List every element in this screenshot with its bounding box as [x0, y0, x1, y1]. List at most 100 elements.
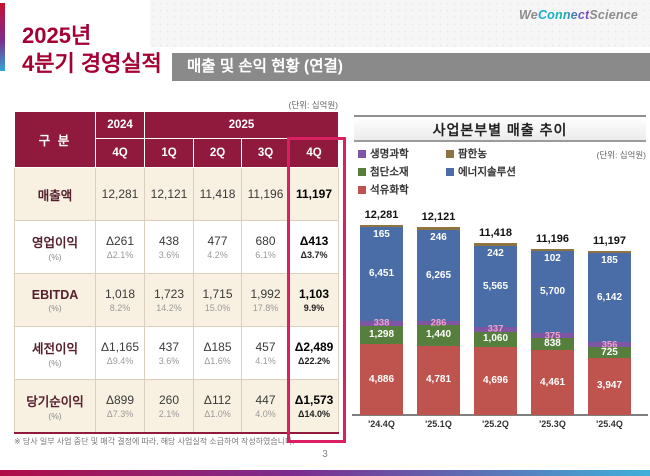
chart-unit-label: (단위: 십억원) — [596, 150, 647, 160]
bar-segment-에너지솔루션: 6,451 — [360, 227, 403, 321]
year-2025-header: 2025 — [143, 111, 340, 139]
segment-value-label: 185 — [601, 255, 618, 267]
segment-value-label: 375 — [544, 330, 561, 342]
bar-segment-석유화학: 4,886 — [360, 344, 403, 415]
x-axis-label: '25.3Q — [539, 419, 566, 429]
bar-segment-석유화학: 4,696 — [474, 347, 517, 415]
value-cell: 1,103 9.9% — [288, 273, 340, 327]
stacked-bar-253Q: 11,196 102 5,700 375 838 4,461 — [531, 233, 574, 415]
segment-value-label: 338 — [373, 317, 390, 329]
table-row: 영업이익 (%) Δ261 Δ2.1% 438 3.6% 477 4.2% 680 6.1% Δ41… — [14, 220, 340, 274]
table-unit-label: (단위: 십억원) — [288, 100, 339, 110]
bar-segment-에너지솔루션: 5,565 — [474, 246, 517, 327]
title-accent-bar — [0, 3, 5, 71]
segment-value-label: 1,440 — [425, 329, 452, 341]
x-axis-label: '25.2Q — [482, 419, 509, 429]
value-cell: 1,018 8.2% — [95, 273, 145, 327]
segment-value-label: 5,565 — [482, 280, 509, 292]
bar-segment-생명과학: 375 — [531, 330, 574, 342]
bar-segment-에너지솔루션: 6,142 — [588, 253, 631, 343]
segment-value-label: 3,947 — [596, 380, 623, 392]
value-cell: 438 3.6% — [144, 220, 194, 274]
row-label: 당기순이익 (%) — [14, 379, 96, 433]
value-cell: 260 2.1% — [144, 379, 194, 433]
row-label: 영업이익 (%) — [14, 220, 96, 274]
bar-segment-팜한농: 165 — [360, 225, 403, 240]
bar-segment-첨단소재: 1,060 — [474, 331, 517, 348]
legend-label: 첨단소재 — [370, 166, 409, 178]
bar-segment-첨단소재: 1,440 — [417, 325, 460, 346]
table-row: 세전이익 (%) Δ1,165 Δ9.4% 437 3.6% Δ185 Δ1.6% 457 4.1… — [14, 326, 340, 380]
x-axis-label: '25.4Q — [596, 419, 623, 429]
segment-value-label: 6,451 — [368, 268, 395, 280]
results-table: 구 분 2024 2025 4Q 1Q 2Q 3Q 4Q 매출액 12,281 12… — [14, 111, 340, 434]
year-2024-header: 2024 — [95, 111, 145, 139]
bar-segment-에너지솔루션: 6,265 — [417, 230, 460, 321]
bar-segment-첨단소재: 838 — [531, 338, 574, 351]
legend-item: 석유화학 — [358, 182, 444, 197]
segment-value-label: 725 — [601, 346, 618, 358]
section-header: 매출 및 손익 현황 (연결) — [172, 53, 650, 81]
value-cell: 457 4.1% — [241, 326, 290, 380]
segment-value-label: 838 — [544, 338, 561, 350]
x-axis-label: '24.4Q — [368, 419, 395, 429]
bar-segment-석유화학: 4,461 — [531, 350, 574, 415]
page-number: 3 — [322, 449, 328, 460]
bar-total-label: 12,281 — [364, 209, 399, 222]
bar-total-label: 11,418 — [478, 226, 513, 239]
segment-value-label: 4,461 — [539, 376, 566, 388]
value-cell: Δ112 Δ1.0% — [193, 379, 242, 433]
quarter-header: 3Q — [241, 138, 290, 168]
legend-label: 석유화학 — [370, 184, 409, 196]
quarter-header: 1Q — [144, 138, 194, 168]
segment-value-label: 242 — [487, 248, 504, 260]
legend-item: 팜한농 — [446, 146, 516, 161]
bar-segment-생명과학: 356 — [588, 340, 631, 350]
stacked-bar-244Q: 12,281 165 6,451 338 1,298 4,886 — [360, 209, 403, 415]
page-title-line1: 2025년 — [22, 23, 92, 48]
bar-segment-팜한농: 185 — [588, 250, 631, 266]
bar-segment-생명과학: 338 — [360, 317, 403, 329]
logo-science: Science — [589, 8, 638, 22]
page-title-line2: 4분기 경영실적 — [22, 51, 162, 76]
value-cell: 12,281 — [95, 167, 145, 221]
x-axis-label: '25.1Q — [425, 419, 452, 429]
segment-value-label: 4,781 — [425, 374, 452, 386]
value-cell: 1,992 17.8% — [241, 273, 290, 327]
value-cell: 477 4.2% — [193, 220, 242, 274]
legend-item: 첨단소재 — [358, 164, 444, 179]
bar-segment-첨단소재: 725 — [588, 346, 631, 358]
value-cell: 11,197 — [288, 167, 340, 221]
bar-total-label: 12,121 — [421, 210, 456, 223]
value-cell: Δ899 Δ7.3% — [95, 379, 145, 433]
row-label: 세전이익 (%) — [14, 326, 96, 380]
bar-total-label: 11,197 — [592, 234, 627, 247]
segment-value-label: 102 — [544, 252, 561, 264]
legend-label: 팜한농 — [458, 148, 487, 160]
legend-swatch-icon — [358, 167, 366, 176]
logo-we: We — [519, 8, 538, 22]
segment-value-label: 1,060 — [482, 333, 509, 345]
quarter-header: 4Q — [288, 138, 340, 168]
quarter-header: 2Q — [193, 138, 242, 168]
value-cell: 437 3.6% — [144, 326, 194, 380]
legend-swatch-icon — [446, 149, 454, 158]
segment-value-label: 246 — [430, 232, 447, 244]
legend-label: 생명과학 — [370, 148, 409, 160]
value-cell: 680 6.1% — [241, 220, 290, 274]
segment-value-label: 5,700 — [539, 285, 566, 297]
value-cell: 447 4.0% — [241, 379, 290, 433]
legend-item: 생명과학 — [358, 146, 444, 161]
results-table-body: 매출액 12,281 12,121 11,418 11,196 11,197 영업이익 (%)… — [14, 167, 340, 433]
value-cell: Δ261 Δ2.1% — [95, 220, 145, 274]
value-cell: 11,418 — [193, 167, 242, 221]
value-cell: Δ1,165 Δ9.4% — [95, 326, 145, 380]
corner-header: 구 분 — [14, 111, 96, 168]
quarter-header: 4Q — [95, 138, 145, 168]
logo-connect: Connect — [537, 8, 590, 22]
value-cell: 1,715 15.0% — [193, 273, 242, 327]
value-cell: Δ185 Δ1.6% — [193, 326, 242, 380]
bar-segment-팜한농: 246 — [417, 226, 460, 243]
chart-x-axis — [352, 414, 648, 416]
bar-segment-석유화학: 3,947 — [588, 357, 631, 415]
